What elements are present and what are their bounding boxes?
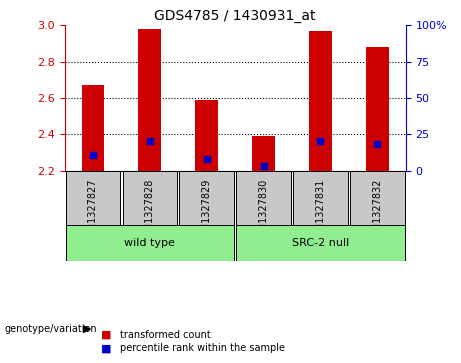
Text: transformed count: transformed count [120,330,211,340]
Bar [252,136,275,171]
Text: GSM1327827: GSM1327827 [88,179,98,244]
Text: SRC-2 null: SRC-2 null [292,238,349,248]
Bar [309,31,332,171]
Text: ■: ■ [101,343,112,354]
Text: GSM1327829: GSM1327829 [201,179,212,244]
FancyBboxPatch shape [65,225,234,261]
Bar [82,85,104,171]
Bar [138,29,161,171]
FancyBboxPatch shape [293,171,348,225]
Text: ▶: ▶ [83,323,91,334]
Text: percentile rank within the sample: percentile rank within the sample [120,343,285,354]
FancyBboxPatch shape [65,171,120,225]
Text: wild type: wild type [124,238,175,248]
Bar [195,100,218,171]
Title: GDS4785 / 1430931_at: GDS4785 / 1430931_at [154,9,316,23]
FancyBboxPatch shape [350,171,405,225]
Text: ■: ■ [101,330,112,340]
FancyBboxPatch shape [236,225,405,261]
Text: GSM1327831: GSM1327831 [315,179,325,244]
Text: GSM1327828: GSM1327828 [145,179,155,244]
FancyBboxPatch shape [179,171,234,225]
Text: GSM1327832: GSM1327832 [372,179,382,244]
FancyBboxPatch shape [236,171,291,225]
Text: genotype/variation: genotype/variation [5,323,97,334]
Bar [366,47,389,171]
FancyBboxPatch shape [123,171,177,225]
Text: GSM1327830: GSM1327830 [259,179,269,244]
